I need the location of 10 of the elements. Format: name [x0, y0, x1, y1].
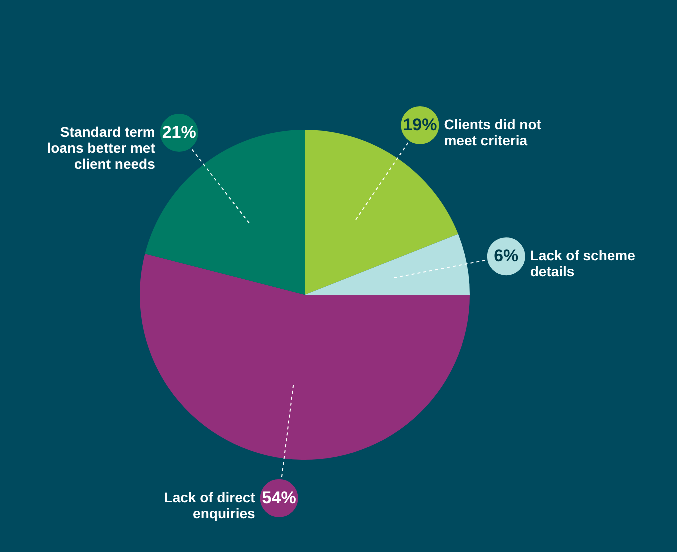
slice-label: Standard term loans better met client needs: [47, 124, 156, 172]
pie-slice: [140, 254, 470, 460]
data-label: 54%: [262, 488, 296, 508]
slice-label: Clients did not meet criteria: [444, 116, 542, 148]
pie-slice: [305, 234, 470, 295]
slice-label: Lack of scheme details: [530, 248, 636, 280]
slice-label: Lack of direct enquiries: [164, 489, 256, 522]
data-label: 19%: [403, 115, 438, 134]
data-label: 21%: [162, 123, 196, 142]
data-label: 6%: [494, 246, 519, 266]
